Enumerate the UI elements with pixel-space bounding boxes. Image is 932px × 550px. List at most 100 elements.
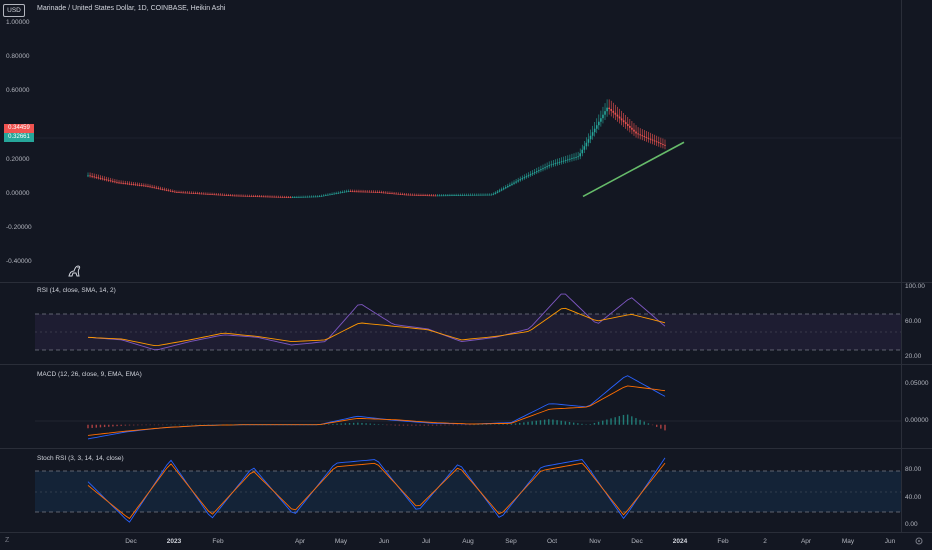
price-candle[interactable] [416, 194, 418, 196]
macd-histogram-bar[interactable] [348, 423, 351, 425]
price-candle[interactable] [461, 195, 464, 196]
price-candle[interactable] [492, 193, 495, 195]
price-candle[interactable] [645, 136, 648, 138]
macd-histogram-bar[interactable] [427, 424, 430, 426]
price-candle[interactable] [149, 186, 151, 188]
stoch-lines[interactable] [87, 457, 666, 523]
price-candle[interactable] [614, 112, 617, 115]
price-candle[interactable] [269, 196, 271, 198]
price-candle[interactable] [662, 144, 664, 145]
price-candle[interactable] [391, 193, 393, 195]
price-candle[interactable] [364, 191, 366, 193]
macd-histogram-bar[interactable] [431, 424, 434, 426]
macd-histogram-bar[interactable] [539, 420, 542, 425]
price-candle[interactable] [637, 133, 639, 135]
price-candle[interactable] [275, 196, 277, 198]
price-candle[interactable] [569, 158, 571, 160]
macd-histogram-bar[interactable] [581, 423, 583, 425]
macd-histogram-bar[interactable] [435, 424, 438, 426]
price-candle[interactable] [554, 163, 557, 165]
macd-label[interactable]: MACD (12, 26, close, 9, EMA, EMA) [37, 371, 142, 378]
price-candle[interactable] [544, 167, 546, 169]
price-candle[interactable] [310, 196, 313, 198]
price-candle[interactable] [333, 193, 335, 195]
price-candle[interactable] [527, 175, 530, 177]
macd-histogram-bar[interactable] [99, 424, 102, 428]
price-candle[interactable] [107, 179, 110, 181]
price-candle[interactable] [153, 187, 155, 189]
price-candle[interactable] [322, 195, 325, 197]
price-candle[interactable] [500, 189, 503, 191]
price-candle[interactable] [624, 122, 627, 125]
price-candle[interactable] [502, 188, 505, 190]
price-candle[interactable] [244, 195, 246, 197]
price-candle[interactable] [221, 194, 224, 196]
price-candle[interactable] [250, 196, 253, 197]
price-candle[interactable] [329, 194, 331, 196]
price-candle[interactable] [103, 178, 106, 180]
price-candle[interactable] [122, 182, 124, 184]
price-candle[interactable] [353, 191, 356, 193]
price-candle[interactable] [358, 191, 360, 193]
price-candle[interactable] [521, 178, 524, 180]
price-candle[interactable] [287, 197, 290, 198]
macd-histogram-bar[interactable] [394, 424, 396, 426]
macd-histogram-bar[interactable] [423, 424, 425, 426]
price-candle[interactable] [161, 189, 164, 190]
rsi-line[interactable] [87, 293, 666, 351]
macd-histogram-bar[interactable] [87, 424, 89, 429]
currency-button[interactable]: USD [3, 4, 25, 17]
price-candle[interactable] [531, 173, 534, 175]
price-candle[interactable] [159, 188, 162, 190]
stoch-d-line[interactable] [87, 462, 666, 520]
price-candle[interactable] [180, 192, 182, 194]
price-candle[interactable] [265, 196, 267, 198]
price-candle[interactable] [219, 194, 222, 196]
price-candle[interactable] [517, 180, 519, 182]
price-candle[interactable] [399, 194, 402, 195]
macd-histogram-bar[interactable] [373, 423, 376, 425]
price-candle[interactable] [370, 191, 373, 193]
price-candle[interactable] [420, 195, 422, 196]
price-candle[interactable] [105, 179, 108, 181]
price-candle[interactable] [271, 196, 273, 198]
price-candle[interactable] [564, 160, 567, 161]
price-candle[interactable] [397, 193, 400, 195]
price-candle[interactable] [556, 162, 559, 164]
price-candle[interactable] [434, 195, 437, 197]
macd-histogram-bar[interactable] [128, 424, 131, 426]
price-candle[interactable] [296, 197, 298, 198]
price-candle[interactable] [229, 195, 232, 197]
price-candle[interactable] [99, 177, 102, 179]
price-candle[interactable] [438, 195, 441, 197]
price-candle[interactable] [459, 195, 462, 196]
macd-histogram-bar[interactable] [610, 418, 612, 425]
price-candle[interactable] [145, 185, 147, 187]
macd-histogram-bar[interactable] [618, 416, 621, 425]
price-candle[interactable] [273, 196, 275, 198]
timezone-z-button[interactable]: Z [5, 537, 10, 544]
macd-histogram-bar[interactable] [398, 424, 401, 426]
price-candle[interactable] [118, 182, 120, 184]
macd-histogram-bar[interactable] [510, 423, 513, 425]
macd-histogram-bar[interactable] [369, 423, 371, 425]
macd-histogram-bar[interactable] [622, 414, 625, 425]
macd-histogram-bar[interactable] [552, 419, 554, 425]
macd-histogram-bar[interactable] [597, 421, 600, 425]
macd-histogram-bar[interactable] [626, 414, 629, 425]
price-candle[interactable] [600, 118, 602, 122]
macd-histogram-bar[interactable] [664, 424, 666, 431]
price-candle[interactable] [546, 166, 548, 168]
price-candle[interactable] [109, 180, 112, 182]
price-candle[interactable] [558, 161, 561, 163]
macd-histogram-bar[interactable] [91, 424, 93, 428]
macd-histogram-bar[interactable] [365, 423, 367, 425]
price-candle[interactable] [356, 191, 358, 193]
price-candle[interactable] [649, 138, 652, 140]
macd-histogram-bar[interactable] [523, 422, 525, 425]
price-candle[interactable] [525, 176, 528, 178]
price-candle[interactable] [171, 191, 174, 193]
price-candle[interactable] [231, 195, 234, 197]
price-candle[interactable] [535, 171, 538, 173]
price-candle[interactable] [279, 196, 282, 198]
